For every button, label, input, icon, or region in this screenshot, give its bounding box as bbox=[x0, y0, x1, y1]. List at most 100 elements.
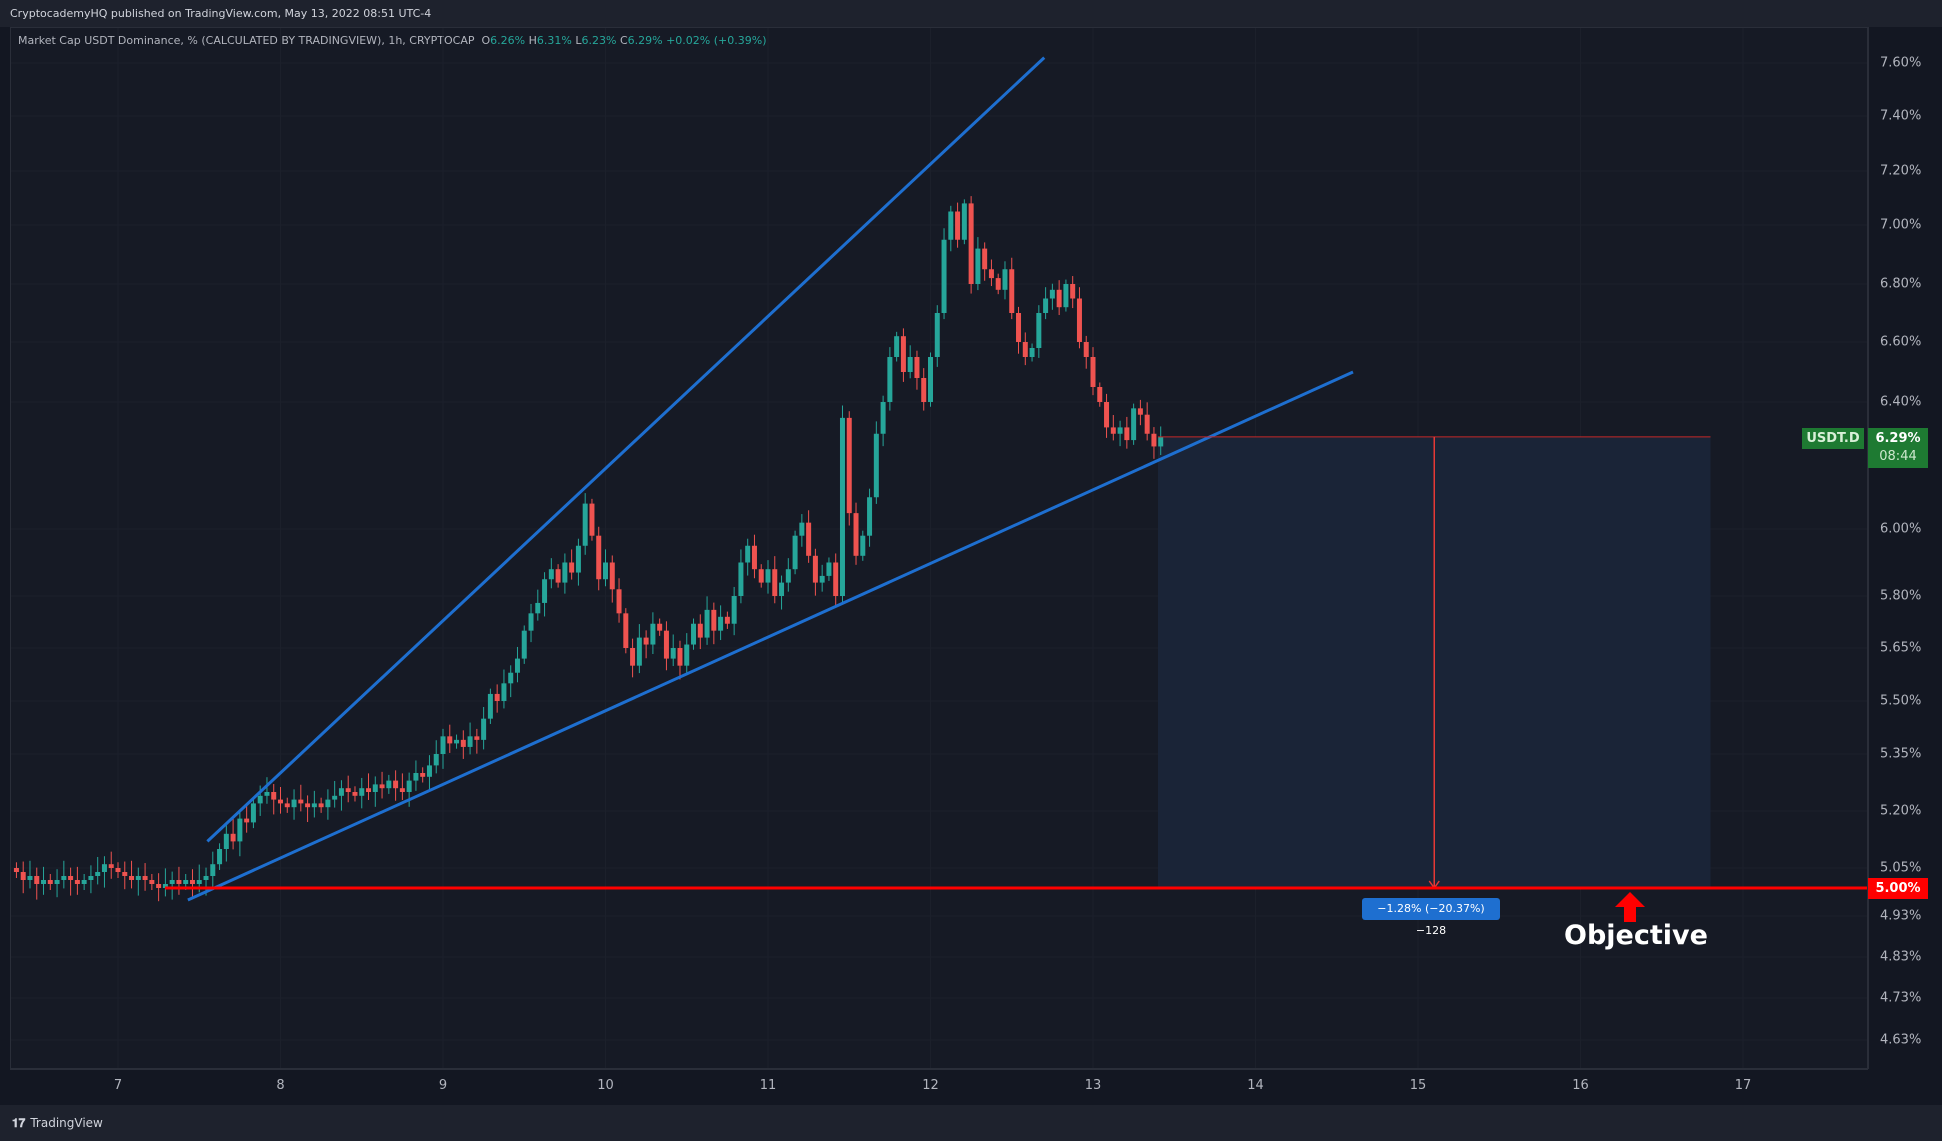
time-tick-label: 8 bbox=[276, 1078, 285, 1093]
time-tick-label: 17 bbox=[1734, 1078, 1752, 1093]
candle-body bbox=[54, 880, 60, 884]
candle-body bbox=[34, 876, 40, 884]
candle-body bbox=[616, 589, 622, 614]
candle-body bbox=[792, 535, 798, 570]
time-tick-label: 14 bbox=[1247, 1078, 1264, 1093]
candle-body bbox=[704, 609, 710, 638]
low-value: 6.23% bbox=[581, 34, 617, 47]
candle-body bbox=[27, 876, 33, 880]
candle-body bbox=[183, 880, 189, 884]
price-tick-label: 7.20% bbox=[1880, 163, 1922, 179]
candle-body bbox=[325, 799, 331, 808]
candle-body bbox=[1049, 289, 1055, 299]
candle-body bbox=[765, 569, 771, 583]
candle-body bbox=[907, 357, 913, 372]
candle-body bbox=[223, 833, 229, 849]
candle-body bbox=[575, 545, 581, 573]
candle-body bbox=[1036, 313, 1042, 348]
candle-body bbox=[839, 417, 845, 596]
candle-body bbox=[210, 864, 216, 876]
price-tick-label: 7.00% bbox=[1880, 217, 1922, 233]
candle-body bbox=[1131, 408, 1137, 441]
candle-body bbox=[162, 884, 168, 888]
candle-body bbox=[305, 803, 311, 808]
candle-body bbox=[20, 872, 26, 880]
time-tick-label: 15 bbox=[1409, 1078, 1427, 1093]
candle-body bbox=[413, 773, 419, 781]
upper-trendline bbox=[206, 56, 1046, 843]
candle-body bbox=[379, 784, 385, 789]
candle-body bbox=[785, 569, 791, 583]
candle-body bbox=[406, 780, 412, 792]
candle-body bbox=[386, 780, 392, 789]
legend-title: Market Cap USDT Dominance, % (CALCULATED… bbox=[18, 34, 475, 47]
candle-body bbox=[711, 609, 717, 631]
time-axis[interactable] bbox=[10, 1069, 1868, 1106]
candle-body bbox=[508, 672, 514, 684]
candle-body bbox=[88, 876, 94, 880]
candle-body bbox=[230, 833, 236, 842]
brand-label: TradingView bbox=[30, 1116, 103, 1130]
candle-body bbox=[1124, 427, 1130, 441]
measure-label: −1.28% (−20.37%) −128 bbox=[1362, 898, 1500, 937]
candle-body bbox=[467, 736, 473, 747]
candle-body bbox=[95, 872, 101, 876]
countdown: 08:44 bbox=[1879, 449, 1917, 464]
candle-body bbox=[217, 849, 223, 865]
candle-body bbox=[244, 818, 250, 823]
price-tick-label: 6.60% bbox=[1880, 334, 1922, 350]
candle-body bbox=[806, 522, 812, 556]
price-tick-label: 5.05% bbox=[1880, 860, 1922, 876]
candle-body bbox=[867, 497, 873, 536]
price-tick-label: 7.60% bbox=[1880, 55, 1922, 71]
candle-body bbox=[982, 248, 988, 270]
open-value: 6.26% bbox=[490, 34, 526, 47]
candle-body bbox=[548, 569, 554, 580]
candle-body bbox=[176, 880, 182, 884]
low-label: L bbox=[575, 34, 582, 47]
time-tick-label: 7 bbox=[113, 1078, 123, 1093]
candle-body bbox=[643, 637, 649, 645]
published-header: CryptocademyHQ published on TradingView.… bbox=[0, 0, 1942, 27]
candle-body bbox=[1083, 342, 1089, 357]
candle-body bbox=[948, 211, 954, 240]
candle-body bbox=[420, 773, 426, 777]
candle-body bbox=[101, 864, 107, 872]
chart-legend: Market Cap USDT Dominance, % (CALCULATED… bbox=[18, 34, 767, 47]
candle-body bbox=[697, 623, 703, 638]
candle-body bbox=[535, 602, 541, 614]
price-tick-label: 4.93% bbox=[1880, 908, 1922, 924]
price-tick-label: 5.80% bbox=[1880, 588, 1922, 604]
candle-body bbox=[372, 784, 378, 792]
candle-body bbox=[873, 433, 879, 498]
close-value: 6.29% bbox=[627, 34, 663, 47]
candle-body bbox=[779, 582, 785, 596]
objective-annotation: Objective bbox=[1564, 920, 1708, 951]
candle-body bbox=[528, 613, 534, 631]
candle-body bbox=[799, 522, 805, 536]
candle-body bbox=[691, 623, 697, 645]
candle-body bbox=[684, 644, 690, 666]
footer: 𝟏𝟕 TradingView bbox=[0, 1105, 1942, 1141]
candle-body bbox=[433, 754, 439, 766]
candle-body bbox=[447, 736, 453, 744]
candle-body bbox=[1029, 348, 1035, 357]
candle-body bbox=[1009, 269, 1015, 313]
candle-body bbox=[819, 575, 825, 583]
candle-body bbox=[115, 868, 121, 872]
candle-body bbox=[41, 880, 47, 884]
candle-body bbox=[440, 736, 446, 754]
time-tick-label: 16 bbox=[1572, 1078, 1589, 1093]
candle-body bbox=[264, 792, 270, 796]
candle-body bbox=[636, 637, 642, 666]
candle-body bbox=[596, 535, 602, 580]
high-value: 6.31% bbox=[536, 34, 572, 47]
candle-body bbox=[142, 876, 148, 880]
candle-body bbox=[738, 562, 744, 596]
price-tick-label: 6.40% bbox=[1880, 394, 1922, 410]
candle-body bbox=[833, 562, 839, 596]
candle-body bbox=[1002, 269, 1008, 290]
candle-body bbox=[914, 357, 920, 378]
time-tick-label: 9 bbox=[438, 1078, 448, 1093]
